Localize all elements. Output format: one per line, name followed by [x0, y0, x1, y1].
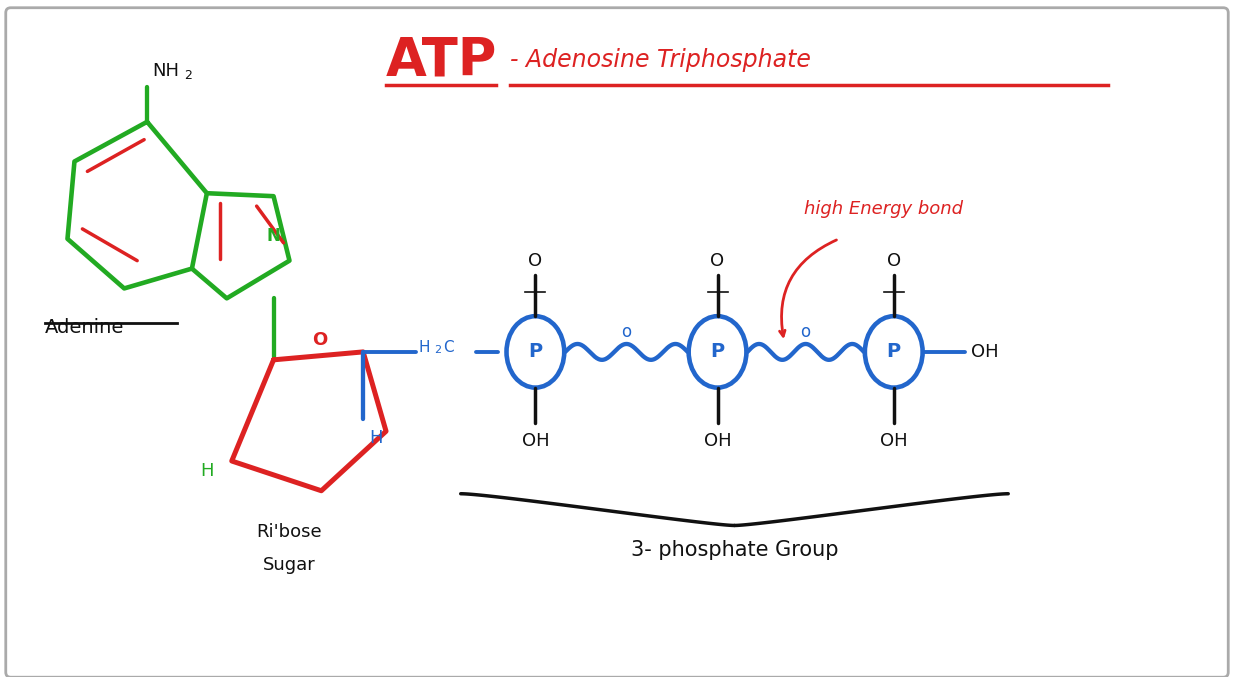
- Text: - Adenosine Triphosphate: - Adenosine Triphosphate: [511, 48, 812, 72]
- Text: H: H: [369, 429, 383, 447]
- Text: 2: 2: [434, 345, 441, 355]
- Text: Sugar: Sugar: [263, 556, 316, 574]
- Text: C: C: [443, 341, 453, 356]
- Text: high Energy bond: high Energy bond: [805, 200, 964, 218]
- Text: OH: OH: [880, 432, 907, 450]
- Text: O: O: [887, 252, 901, 270]
- Ellipse shape: [689, 316, 747, 388]
- Ellipse shape: [865, 316, 923, 388]
- Text: Ri'bose: Ri'bose: [257, 524, 322, 541]
- Text: o: o: [622, 323, 632, 341]
- Text: O: O: [711, 252, 724, 270]
- Text: o: o: [801, 323, 811, 341]
- Ellipse shape: [506, 316, 564, 388]
- Text: 3- phosphate Group: 3- phosphate Group: [631, 541, 838, 560]
- Text: OH: OH: [971, 343, 1000, 361]
- Text: Adenine: Adenine: [44, 318, 123, 337]
- Text: O: O: [312, 331, 327, 349]
- Text: H: H: [418, 341, 431, 356]
- Text: NH: NH: [152, 62, 179, 80]
- Text: ATP: ATP: [386, 34, 497, 86]
- Text: P: P: [711, 343, 724, 361]
- Text: OH: OH: [522, 432, 549, 450]
- Text: P: P: [887, 343, 901, 361]
- Text: OH: OH: [703, 432, 732, 450]
- Text: O: O: [528, 252, 543, 270]
- Text: 2: 2: [184, 69, 191, 82]
- Text: N: N: [267, 227, 280, 245]
- Text: H: H: [200, 462, 213, 480]
- Text: P: P: [528, 343, 543, 361]
